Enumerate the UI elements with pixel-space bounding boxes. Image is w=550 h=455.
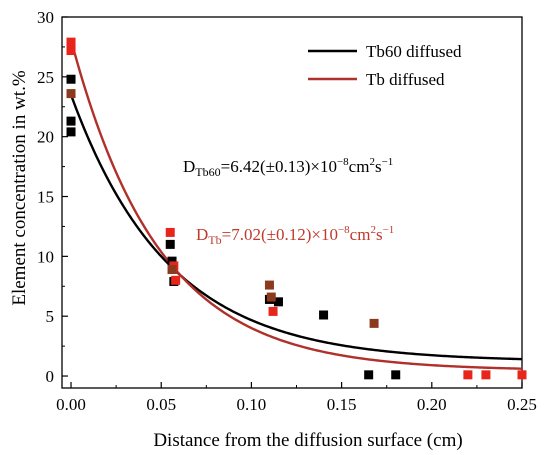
y-tick-label: 10	[37, 247, 54, 266]
data-point	[481, 370, 491, 380]
data-point	[369, 318, 379, 328]
fit-curve-tb	[69, 39, 523, 370]
y-tick-label: 0	[46, 367, 55, 386]
data-point	[264, 280, 274, 290]
y-tick-label: 15	[37, 188, 54, 207]
annotation-d-tb: DTb=7.02(±0.12)×10−8cm2s−1	[196, 224, 394, 247]
annotation-d-tb60-unit: cm	[349, 157, 370, 176]
data-point	[319, 310, 329, 320]
data-point	[66, 37, 76, 47]
data-point	[165, 227, 175, 237]
annotation-d-tb-unit: cm	[350, 225, 371, 244]
data-point	[66, 74, 76, 84]
annotation-d-tb60-unit2-exp: −1	[382, 156, 394, 168]
legend-label-tb60: Tb60 diffused	[366, 42, 462, 61]
x-tick-label: 0.25	[507, 395, 537, 414]
x-axis-label: Distance from the diffusion surface (cm)	[153, 430, 462, 451]
y-tick-label: 20	[37, 128, 54, 147]
annotation-d-tb-unit2-exp: −1	[383, 224, 395, 236]
annotation-d-tb-sub: Tb	[208, 233, 221, 247]
data-point	[167, 265, 177, 275]
data-point	[165, 239, 175, 249]
annotation-d-tb-base: D	[196, 225, 208, 244]
data-point	[171, 275, 181, 285]
data-point	[268, 306, 278, 316]
x-tick-label: 0.10	[237, 395, 267, 414]
annotation-d-tb-unit2: s	[376, 225, 383, 244]
annotation-d-tb60-unit2: s	[375, 157, 382, 176]
fit-curve-tb60	[69, 94, 523, 361]
x-tick-label: 0.15	[327, 395, 357, 414]
annotation-d-tb-exp: −8	[338, 224, 350, 236]
annotation-d-tb-value: =7.02(±0.12)×10	[222, 225, 338, 244]
data-point	[266, 292, 276, 302]
x-tick-label: 0.00	[56, 395, 86, 414]
data-point	[391, 370, 401, 380]
annotation-d-tb60-value: =6.42(±0.13)×10	[221, 157, 337, 176]
data-point	[364, 370, 374, 380]
data-point	[66, 89, 76, 99]
data-point	[463, 370, 473, 380]
fit-curves	[69, 39, 523, 370]
data-point	[167, 256, 177, 266]
annotation-d-tb60-unit-exp: 2	[369, 156, 375, 168]
x-tick-label: 0.05	[146, 395, 176, 414]
legend: Tb60 diffused Tb diffused	[308, 42, 462, 89]
plot-border	[61, 16, 523, 389]
y-axis: 0 5 10 15 20 25 30	[37, 8, 68, 386]
annotation-d-tb-unit-exp: 2	[370, 224, 376, 236]
x-axis: 0.00 0.05 0.10 0.15 0.20 0.25	[56, 382, 537, 414]
y-tick-label: 5	[46, 307, 55, 326]
annotation-d-tb60-sub: Tb60	[195, 165, 220, 179]
data-point	[517, 370, 527, 380]
data-point	[66, 116, 76, 126]
legend-label-tb: Tb diffused	[366, 70, 445, 89]
plot-frame	[61, 16, 523, 389]
data-point	[273, 297, 283, 307]
annotation-d-tb60-base: D	[183, 157, 195, 176]
annotation-d-tb60-exp: −8	[337, 156, 349, 168]
annotation-d-tb60: DTb60=6.42(±0.13)×10−8cm2s−1	[183, 156, 393, 179]
y-tick-label: 25	[37, 68, 54, 87]
data-point	[66, 46, 76, 56]
data-points	[66, 37, 527, 380]
x-tick-label: 0.20	[417, 395, 447, 414]
y-axis-label: Element concentration in wt.%	[9, 70, 30, 305]
y-tick-label: 30	[37, 8, 54, 27]
data-point	[66, 127, 76, 137]
